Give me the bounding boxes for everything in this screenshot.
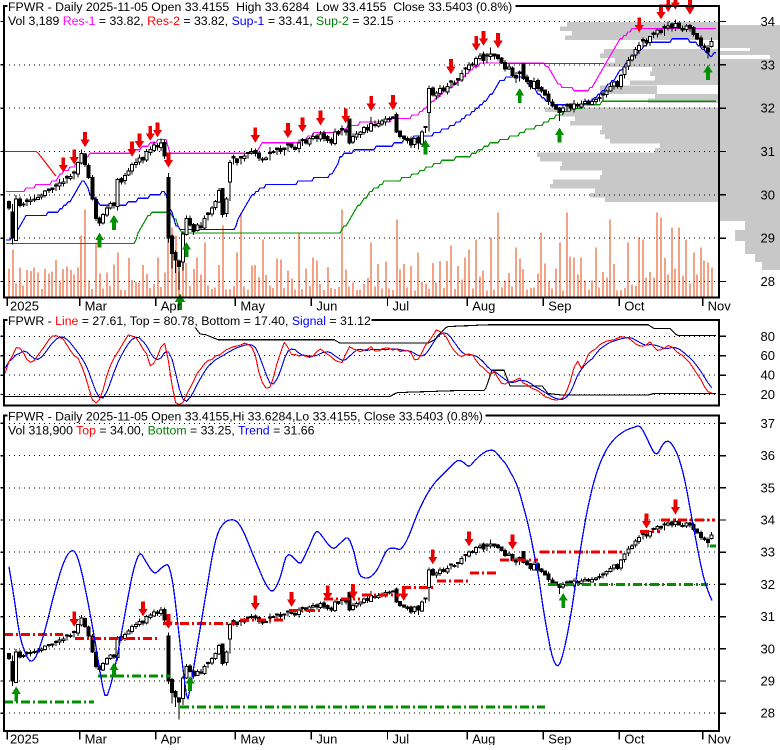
svg-text:Jul: Jul [393,732,410,746]
svg-text:32: 32 [761,101,775,116]
svg-text:Aug: Aug [472,732,495,746]
svg-text:2025: 2025 [10,299,39,314]
svg-text:Aug: Aug [472,299,495,314]
svg-text:Sep: Sep [548,732,571,746]
svg-text:Mar: Mar [85,299,108,314]
svg-text:May: May [240,299,265,314]
svg-text:Vol 3,189 Res-1 = 33.82, Res-2: Vol 3,189 Res-1 = 33.82, Res-2 = 33.82, … [8,14,394,28]
svg-text:35: 35 [761,480,775,495]
svg-text:Vol 318,900 Top = 34.00, Botto: Vol 318,900 Top = 34.00, Bottom = 33.25,… [8,424,315,438]
svg-text:May: May [240,732,265,746]
svg-text:36: 36 [761,448,775,463]
svg-text:31: 31 [761,144,775,159]
svg-text:30: 30 [761,187,775,202]
svg-text:Jun: Jun [316,299,337,314]
svg-text:FPWR - Line = 27.61, Top = 80.: FPWR - Line = 27.61, Top = 80.78, Bottom… [8,314,371,328]
svg-text:28: 28 [761,274,775,289]
svg-text:Jun: Jun [316,732,337,746]
svg-text:Jul: Jul [393,299,410,314]
svg-text:Apr: Apr [161,299,182,314]
svg-text:Nov: Nov [708,732,732,746]
svg-text:34: 34 [761,14,775,29]
svg-text:Apr: Apr [161,732,182,746]
svg-text:Oct: Oct [624,732,645,746]
svg-text:Sep: Sep [548,299,571,314]
svg-text:30: 30 [761,641,775,656]
svg-text:33: 33 [761,57,775,72]
svg-text:28: 28 [761,706,775,721]
svg-text:32: 32 [761,577,775,592]
svg-text:20: 20 [761,387,775,402]
svg-text:31: 31 [761,609,775,624]
svg-text:29: 29 [761,674,775,689]
svg-text:Mar: Mar [85,732,108,746]
svg-text:FPWR - Daily 2025-11-05 Open 3: FPWR - Daily 2025-11-05 Open 33.4155,Hi … [8,410,483,424]
svg-text:60: 60 [761,348,775,363]
svg-text:2025: 2025 [10,732,39,746]
svg-text:40: 40 [761,368,775,383]
svg-text:29: 29 [761,231,775,246]
svg-text:33: 33 [761,545,775,560]
svg-text:80: 80 [761,329,775,344]
svg-text:Nov: Nov [708,299,732,314]
svg-text:37: 37 [761,416,775,431]
svg-text:34: 34 [761,513,775,528]
svg-text:FPWR - Daily 2025-11-05 Open 3: FPWR - Daily 2025-11-05 Open 33.4155 Hig… [8,0,512,14]
svg-text:Oct: Oct [624,299,645,314]
